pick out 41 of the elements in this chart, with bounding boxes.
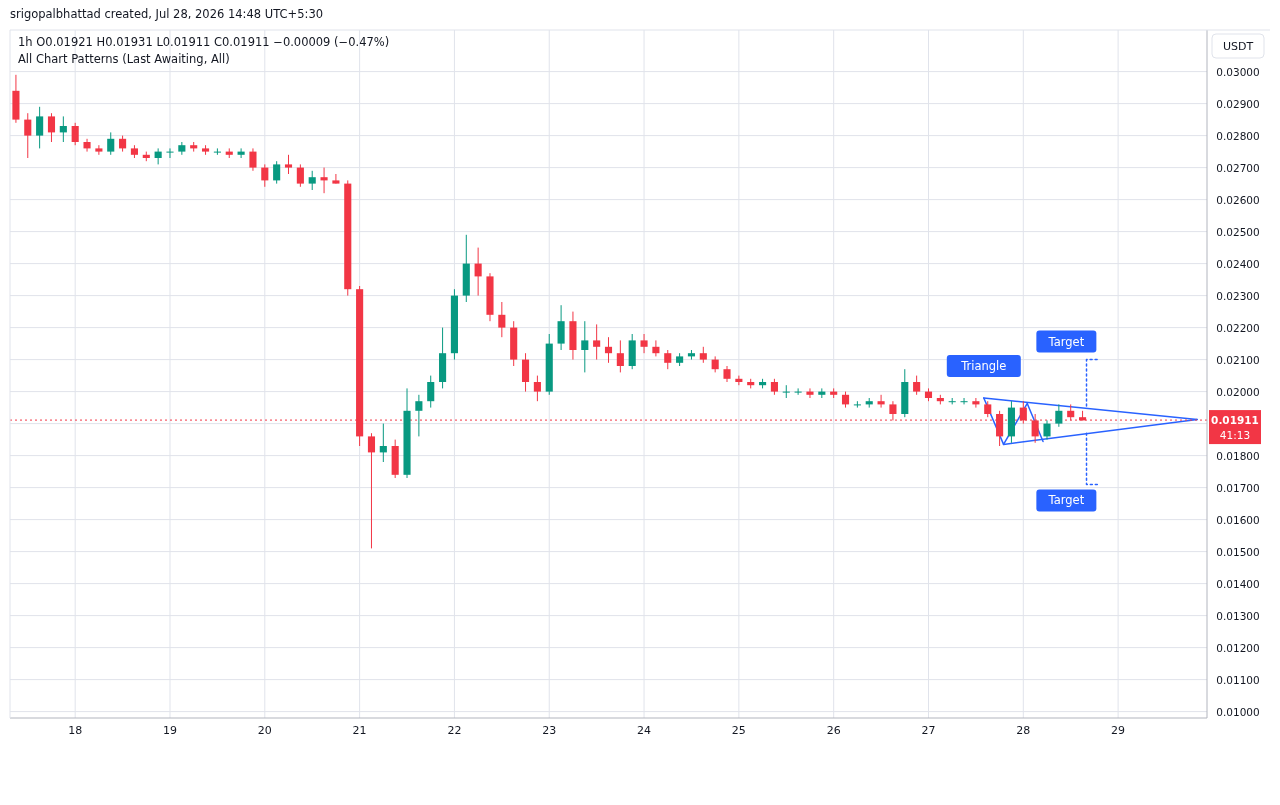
x-tick-label: 28 xyxy=(1016,724,1031,737)
x-tick-label: 27 xyxy=(921,724,936,737)
text: 41:13 xyxy=(1219,429,1251,442)
y-tick-label: 0.02700 xyxy=(1216,161,1260,174)
x-tick-label: 26 xyxy=(826,724,841,737)
y-tick-label: 0.01800 xyxy=(1216,449,1260,462)
x-tick-label: 23 xyxy=(542,724,557,737)
x-tick-label: 24 xyxy=(637,724,652,737)
y-tick-label: 0.03000 xyxy=(1216,65,1260,78)
annotation: Target xyxy=(1047,493,1085,508)
y-tick-label: 0.01600 xyxy=(1216,513,1260,526)
y-tick-label: 0.01300 xyxy=(1216,609,1260,622)
text: 1h O0.01921 H0.01931 L0.01911 C0.01911 −0.00009 (−0.47%) xyxy=(18,35,390,49)
y-tick-label: 0.02100 xyxy=(1216,353,1260,366)
y-tick-label: 0.02500 xyxy=(1216,225,1260,238)
y-axis-title: USDT xyxy=(1222,40,1254,53)
x-tick-label: 19 xyxy=(163,724,177,737)
y-tick-label: 0.02300 xyxy=(1216,289,1260,302)
x-tick-label: 29 xyxy=(1111,724,1126,737)
text: All Chart Patterns (Last Awaiting, All) xyxy=(18,52,230,66)
ref-line-label: 0.01911 xyxy=(1211,414,1259,427)
x-tick-label: 22 xyxy=(447,724,462,737)
y-tick-label: 0.01500 xyxy=(1216,545,1260,558)
x-tick-label: 18 xyxy=(68,724,83,737)
y-tick-label: 0.02000 xyxy=(1216,385,1260,398)
y-tick-label: 0.02600 xyxy=(1216,193,1260,206)
y-tick-label: 0.02200 xyxy=(1216,321,1260,334)
y-tick-label: 0.01200 xyxy=(1216,641,1260,654)
y-tick-label: 0.01400 xyxy=(1216,577,1260,590)
x-tick-label: 21 xyxy=(352,724,367,737)
x-tick-label: 20 xyxy=(257,724,272,737)
text: srigopalbhattad created, Jul 28, 2026 14:48 UTC+5:30 xyxy=(10,7,324,21)
y-tick-label: 0.01100 xyxy=(1216,673,1260,686)
y-tick-label: 0.02900 xyxy=(1216,97,1260,110)
y-tick-label: 0.02800 xyxy=(1216,129,1260,142)
annotation: Target xyxy=(1047,334,1085,349)
y-tick-label: 0.01000 xyxy=(1216,705,1260,718)
y-tick-label: 0.02400 xyxy=(1216,257,1260,270)
annotation: Triangle xyxy=(960,359,1007,373)
x-tick-label: 25 xyxy=(731,724,746,737)
y-tick-label: 0.01700 xyxy=(1216,481,1260,494)
